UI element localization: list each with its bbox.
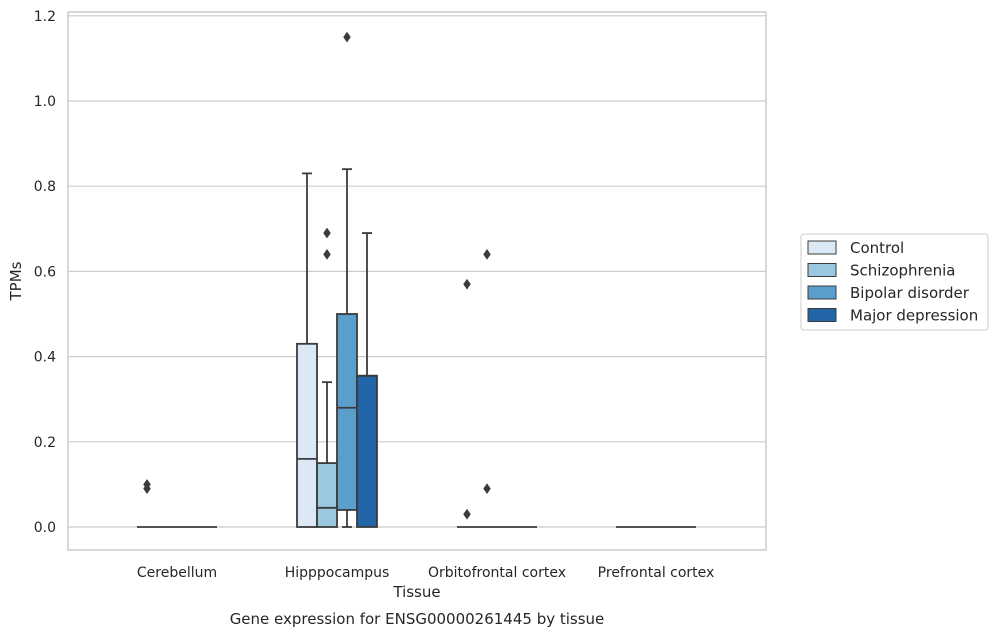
x-tick-label: Orbitofrontal cortex <box>428 565 566 581</box>
box-iqr <box>356 374 378 528</box>
legend-swatch <box>807 308 837 322</box>
y-tick-label: 0.2 <box>34 435 56 451</box>
legend-label: Control <box>850 239 904 257</box>
legend-label: Schizophrenia <box>850 262 955 280</box>
outlier-point <box>323 248 331 260</box>
x-tick-labels: Cerebellum Hipppocampus Orbitofrontal cort… <box>137 565 714 581</box>
outlier-point <box>463 508 471 520</box>
x-tick-label: Prefrontal cortex <box>598 565 715 581</box>
y-tick-label: 0.6 <box>34 264 56 280</box>
y-tick-label: 0.0 <box>34 520 56 536</box>
box-0-2 <box>457 278 477 528</box>
box-1-2 <box>477 248 497 528</box>
box-2-1 <box>336 31 358 528</box>
outlier-point <box>483 483 491 495</box>
box-iqr <box>296 342 318 528</box>
legend: Control Schizophrenia Bipolar disorder Majo… <box>800 233 989 331</box>
y-tick-label: 1.0 <box>34 94 56 110</box>
y-tick-labels: 0.0 0.2 0.4 0.6 0.8 1.0 1.2 <box>34 9 56 536</box>
box-plots <box>137 31 696 528</box>
x-tick-label: Hipppocampus <box>285 565 390 581</box>
y-tick-label: 1.2 <box>34 9 56 25</box>
x-tick-label: Cerebellum <box>137 565 217 581</box>
x-axis-label: Tissue <box>392 583 440 601</box>
outlier-point <box>143 478 151 490</box>
outlier-point <box>483 248 491 260</box>
box-iqr <box>316 462 338 528</box>
outlier-point <box>343 31 351 43</box>
gridlines <box>68 15 766 528</box>
legend-label: Bipolar disorder <box>850 284 970 302</box>
y-axis-label: TPMs <box>7 261 25 301</box>
box-1-1 <box>316 227 338 528</box>
outlier-point <box>323 227 331 239</box>
legend-swatch <box>807 263 837 277</box>
box-0-0 <box>137 478 157 528</box>
y-tick-label: 0.4 <box>34 350 56 366</box>
legend-swatch <box>807 285 837 300</box>
chart-caption: Gene expression for ENSG00000261445 by t… <box>230 610 605 628</box>
box-3-1 <box>356 232 378 528</box>
legend-label: Major depression <box>850 307 978 325</box>
legend-swatch <box>807 240 837 255</box>
y-tick-label: 0.8 <box>34 179 56 195</box>
legend-frame <box>800 233 989 331</box>
outlier-point <box>463 278 471 290</box>
box-0-1 <box>296 172 318 528</box>
box-iqr <box>336 313 358 511</box>
plot-frame <box>67 11 767 551</box>
